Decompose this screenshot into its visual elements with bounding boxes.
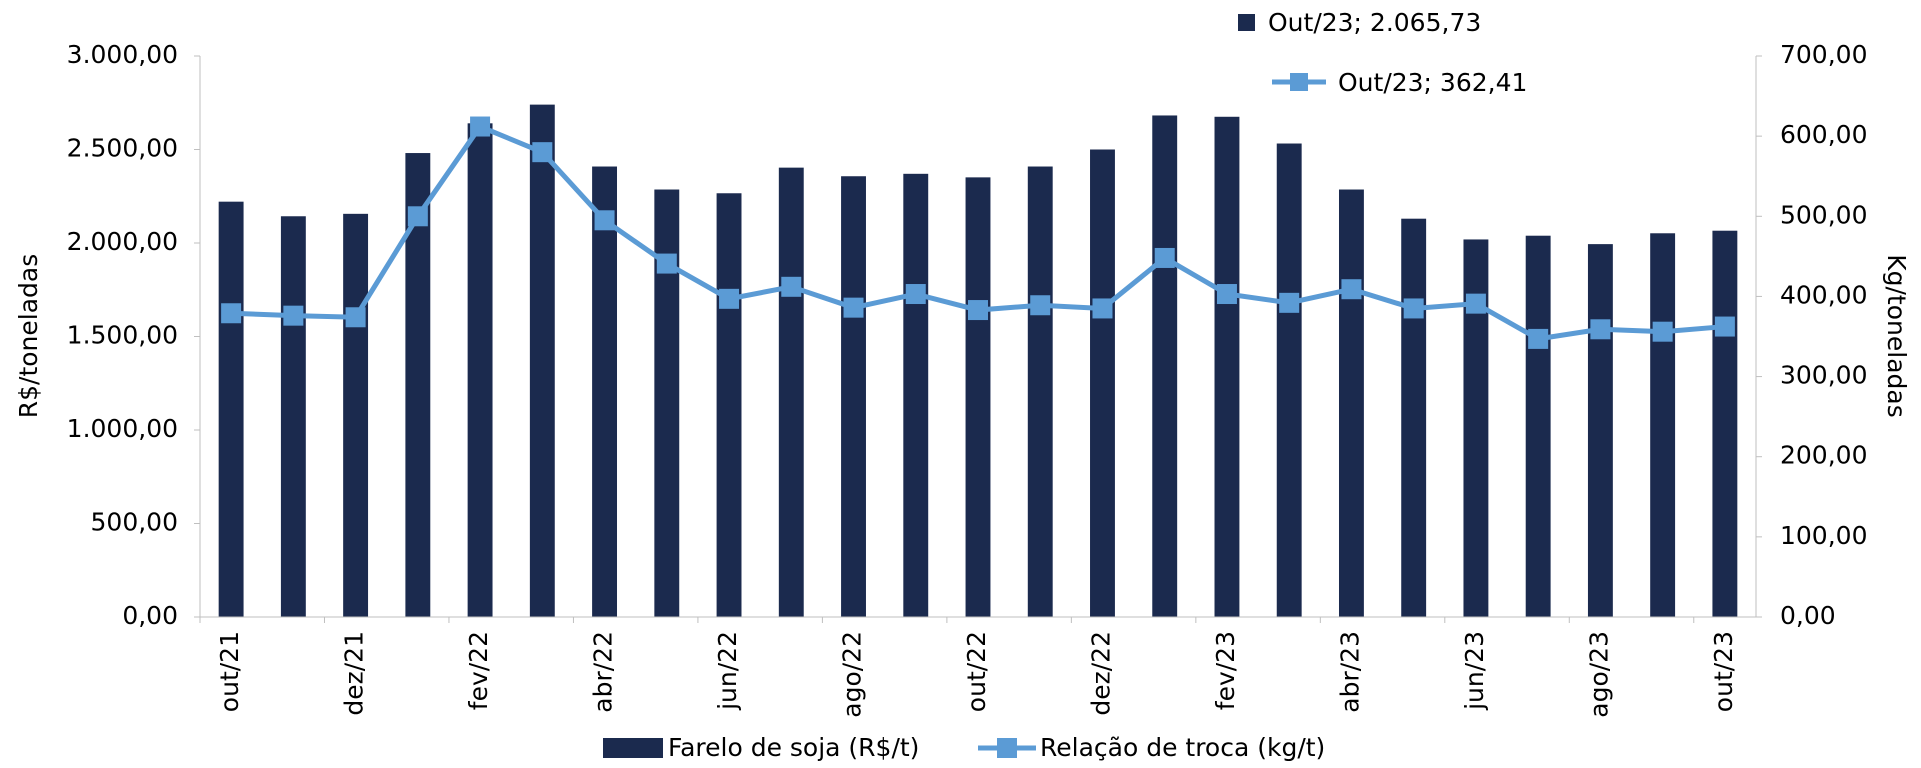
y2-tick-label: 200,00: [1780, 441, 1867, 470]
bar: [1276, 143, 1302, 618]
line-marker: [1528, 328, 1549, 349]
line-marker: [1030, 295, 1051, 316]
x-tick-label: dez/21: [340, 631, 369, 716]
x-tick-label: out/23: [1709, 631, 1738, 712]
bar: [841, 176, 866, 617]
annotation: Out/23; 2.065,73: [1268, 8, 1481, 37]
bar: [529, 104, 555, 618]
line-marker: [407, 206, 428, 227]
y-tick-label: 3.000,00: [67, 40, 178, 69]
bar: [467, 123, 493, 617]
y-axis-title: R$/toneladas: [14, 254, 43, 419]
bar: [592, 166, 618, 617]
annotation: Out/23; 362,41: [1338, 68, 1527, 97]
bar: [903, 173, 929, 617]
y2-tick-label: 600,00: [1780, 120, 1867, 149]
y-tick-label: 0,00: [122, 601, 178, 630]
x-tick-label: ago/23: [1584, 631, 1613, 718]
x-tick-label: dez/22: [1086, 631, 1115, 716]
x-tick-label: jun/23: [1460, 631, 1489, 711]
line-marker: [1216, 284, 1237, 305]
bar: [716, 193, 742, 617]
x-tick-label: ago/22: [838, 631, 867, 718]
legend-swatch: [603, 738, 663, 758]
bar: [1712, 230, 1738, 617]
bar: [1338, 189, 1364, 617]
line-marker: [905, 284, 926, 305]
bar: [1650, 233, 1676, 617]
y-tick-label: 1.000,00: [67, 414, 178, 443]
line-marker: [1590, 319, 1611, 340]
x-tick-label: abr/23: [1335, 631, 1364, 713]
x-tick-label: fev/22: [464, 631, 493, 710]
y2-tick-label: 300,00: [1780, 361, 1867, 390]
line-marker: [968, 300, 988, 321]
line-marker: [1652, 321, 1673, 342]
y-tick-label: 500,00: [91, 508, 178, 537]
y2-axis-title: Kg/toneladas: [1882, 254, 1911, 418]
line-marker: [1341, 279, 1362, 300]
x-tick-label: out/21: [215, 631, 244, 712]
line-marker: [843, 297, 864, 318]
bar: [1525, 235, 1551, 617]
x-tick-label: jun/22: [713, 631, 742, 711]
bar: [965, 177, 991, 617]
line-marker: [594, 210, 615, 231]
line-marker: [283, 305, 304, 326]
bar: [1214, 116, 1240, 618]
x-tick-label: abr/22: [589, 631, 618, 713]
line-marker: [1154, 247, 1175, 268]
line-marker: [345, 307, 366, 328]
bar: [1587, 244, 1613, 617]
bar: [343, 213, 369, 617]
annotation-marker: [1290, 73, 1308, 91]
line-marker: [221, 303, 242, 324]
bar: [1027, 166, 1053, 617]
line-marker: [1714, 316, 1735, 337]
bar: [280, 216, 306, 617]
x-tick-label: out/22: [962, 631, 991, 712]
y2-tick-label: 700,00: [1780, 40, 1867, 69]
y2-tick-label: 500,00: [1780, 200, 1867, 229]
line-marker: [656, 253, 677, 274]
y2-tick-label: 100,00: [1780, 521, 1867, 550]
bar: [1401, 218, 1427, 617]
line-marker: [470, 116, 491, 137]
bar: [1090, 149, 1115, 617]
line-marker: [1092, 298, 1113, 319]
y2-tick-label: 0,00: [1780, 601, 1836, 630]
legend-label: Relação de troca (kg/t): [1040, 733, 1325, 762]
annotation-marker: [1238, 14, 1255, 31]
line-marker: [1465, 293, 1486, 314]
legend-label: Farelo de soja (R$/t): [668, 733, 919, 762]
line-marker: [1279, 292, 1300, 313]
bar: [778, 167, 804, 618]
bar: [1152, 115, 1178, 617]
line-marker: [781, 276, 802, 297]
bar: [218, 201, 244, 617]
y-tick-label: 2.000,00: [67, 227, 178, 256]
x-tick-label: fev/23: [1211, 631, 1240, 710]
line-marker: [532, 142, 553, 163]
y-tick-label: 2.500,00: [67, 134, 178, 163]
legend-swatch: [997, 738, 1017, 758]
line-marker: [719, 288, 740, 309]
y2-tick-label: 400,00: [1780, 280, 1867, 309]
line-marker: [1403, 298, 1424, 319]
y-tick-label: 1.500,00: [67, 321, 178, 350]
